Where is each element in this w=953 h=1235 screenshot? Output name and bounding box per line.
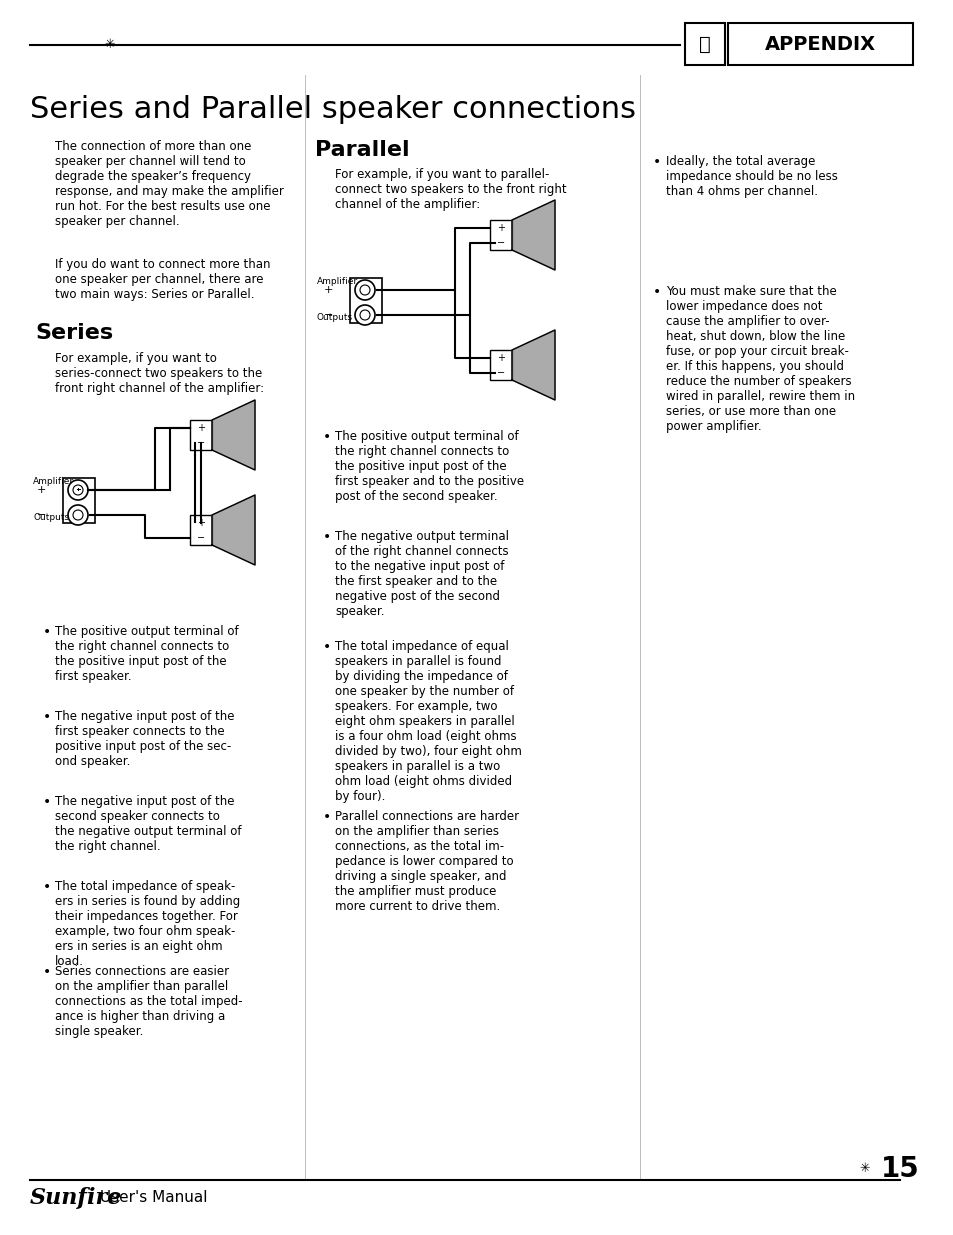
Text: +: + [36, 485, 46, 495]
Text: −: − [36, 510, 46, 520]
Text: −: − [196, 534, 205, 543]
Bar [190, 515, 212, 545]
Text: •: • [43, 795, 51, 809]
Text: +: + [497, 353, 504, 363]
Text: The positive output terminal of
the right channel connects to
the positive input: The positive output terminal of the righ… [335, 430, 523, 503]
Text: −: − [323, 310, 333, 320]
Text: Sunfire: Sunfire [30, 1187, 122, 1209]
Polygon shape [212, 400, 254, 471]
Bar [490, 220, 512, 249]
Text: The positive output terminal of
the right channel connects to
the positive input: The positive output terminal of the righ… [55, 625, 238, 683]
Text: •: • [43, 881, 51, 894]
Circle shape [68, 505, 88, 525]
Text: +: + [497, 224, 504, 233]
Text: Series and Parallel speaker connections: Series and Parallel speaker connections [30, 95, 636, 124]
Text: For example, if you want to
series-connect two speakers to the
front right chann: For example, if you want to series-conne… [55, 352, 264, 395]
Text: Amplifier: Amplifier [316, 278, 357, 287]
Text: You must make sure that the
lower impedance does not
cause the amplifier to over: You must make sure that the lower impeda… [665, 285, 854, 433]
Text: ✳: ✳ [105, 38, 115, 52]
Text: −: − [196, 438, 205, 448]
Circle shape [359, 285, 370, 295]
Text: •: • [43, 625, 51, 638]
Text: Parallel: Parallel [314, 140, 409, 161]
Text: The total impedance of equal
speakers in parallel is found
by dividing the imped: The total impedance of equal speakers in… [335, 640, 521, 803]
Text: User's Manual: User's Manual [95, 1191, 208, 1205]
Text: •: • [652, 156, 660, 169]
Text: The negative input post of the
second speaker connects to
the negative output te: The negative input post of the second sp… [55, 795, 241, 853]
Text: 15: 15 [881, 1155, 919, 1183]
Text: Series connections are easier
on the amplifier than parallel
connections as the : Series connections are easier on the amp… [55, 965, 242, 1037]
Circle shape [73, 510, 83, 520]
Text: •: • [323, 530, 331, 543]
Text: •: • [323, 430, 331, 445]
Bar [490, 350, 512, 380]
Polygon shape [212, 495, 254, 564]
Circle shape [355, 280, 375, 300]
Circle shape [68, 480, 88, 500]
Polygon shape [512, 330, 555, 400]
Bar [63, 478, 95, 522]
Text: The connection of more than one
speaker per channel will tend to
degrade the spe: The connection of more than one speaker … [55, 140, 284, 228]
Text: If you do want to connect more than
one speaker per channel, there are
two main : If you do want to connect more than one … [55, 258, 271, 301]
Text: −: − [497, 238, 504, 248]
Text: •: • [43, 710, 51, 724]
Text: •: • [323, 640, 331, 655]
Text: Series: Series [35, 324, 113, 343]
Text: 🔖: 🔖 [699, 35, 710, 53]
Text: +: + [196, 424, 205, 433]
Text: Outputs: Outputs [33, 513, 69, 521]
Polygon shape [512, 200, 555, 270]
Text: •: • [43, 965, 51, 979]
Text: Outputs: Outputs [316, 312, 353, 321]
Text: The negative output terminal
of the right channel connects
to the negative input: The negative output terminal of the righ… [335, 530, 509, 618]
Text: ✳: ✳ [859, 1161, 869, 1174]
Text: APPENDIX: APPENDIX [763, 35, 875, 53]
Text: •: • [652, 285, 660, 299]
Text: −: − [497, 368, 504, 378]
Text: For example, if you want to parallel-
connect two speakers to the front right
ch: For example, if you want to parallel- co… [335, 168, 566, 211]
Bar [350, 278, 381, 324]
Text: Ideally, the total average
impedance should be no less
than 4 ohms per channel.: Ideally, the total average impedance sho… [665, 156, 837, 198]
Circle shape [359, 310, 370, 320]
Text: The negative input post of the
first speaker connects to the
positive input post: The negative input post of the first spe… [55, 710, 234, 768]
FancyBboxPatch shape [727, 23, 912, 65]
FancyBboxPatch shape [684, 23, 724, 65]
Text: +: + [196, 517, 205, 529]
Text: Amplifier: Amplifier [33, 478, 74, 487]
Text: •: • [323, 810, 331, 824]
Circle shape [355, 305, 375, 325]
Bar [190, 420, 212, 450]
Text: Parallel connections are harder
on the amplifier than series
connections, as the: Parallel connections are harder on the a… [335, 810, 518, 913]
Circle shape [73, 485, 83, 495]
Text: +: + [323, 285, 333, 295]
Text: The total impedance of speak-
ers in series is found by adding
their impedances : The total impedance of speak- ers in ser… [55, 881, 240, 968]
